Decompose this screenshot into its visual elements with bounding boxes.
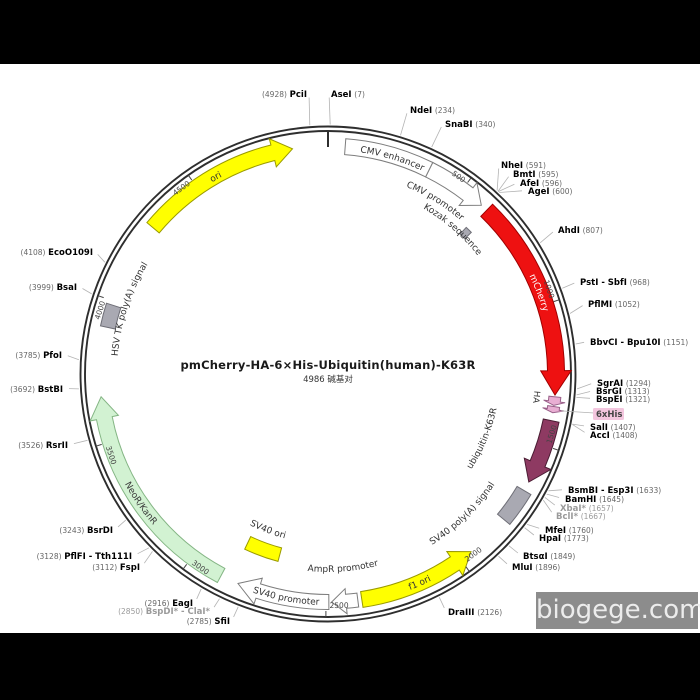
feature-hsv-tk-poly-a-signal: HSV TK poly(A) signal	[99, 261, 150, 357]
svg-text:MluI (1896): MluI (1896)	[512, 563, 560, 573]
feature-6xhis	[542, 405, 564, 414]
site-ecoo109i: (4108) EcoO109I	[21, 248, 106, 263]
feature-label-ha: HA	[530, 390, 541, 404]
svg-text:(3128) PflFI - Tth111I: (3128) PflFI - Tth111I	[37, 552, 132, 562]
svg-text:PflMI (1052): PflMI (1052)	[588, 300, 640, 310]
svg-text:(3243) BsrDI: (3243) BsrDI	[59, 526, 113, 536]
svg-text:(3999) BsaI: (3999) BsaI	[29, 283, 77, 293]
site-pfoi: (3785) PfoI	[15, 351, 80, 361]
site-pflfi-tth111i: (3128) PflFI - Tth111I	[37, 547, 150, 562]
svg-text:BtsαI (1849): BtsαI (1849)	[523, 552, 575, 562]
feature-mcherry: mCherry	[480, 203, 573, 397]
site-draiii: DraIII (2126)	[438, 597, 502, 618]
tick-label-2500: 2500	[329, 601, 348, 610]
site-mlui: MluI (1896)	[498, 555, 560, 573]
site-snabi: SnaBI (340)	[431, 120, 496, 148]
svg-text:AseI (7): AseI (7)	[331, 90, 365, 100]
site-bts-i: BtsαI (1849)	[508, 545, 575, 562]
site-bstbi: (3692) BstBI	[10, 385, 79, 395]
site-bcli: BclI* (1667)	[542, 499, 606, 522]
svg-text:AfeI (596): AfeI (596)	[520, 179, 562, 189]
site-bsmbi-esp3i: BsmBI - Esp3I (1633)	[548, 486, 661, 496]
site-ndei: NdeI (234)	[400, 106, 455, 136]
svg-text:SalI (1407): SalI (1407)	[590, 423, 636, 433]
svg-text:SnaBI (340): SnaBI (340)	[445, 120, 496, 130]
feature-label-ubiquitin-k63r: ubiquitin-K63R	[465, 407, 499, 471]
site-eagi: (2916) EagI	[145, 588, 202, 609]
feature-sv40-ori: SV40 ori	[244, 519, 287, 563]
site-bsai: (3999) BsaI	[29, 283, 92, 295]
site-afei: AfeI (596)	[498, 179, 562, 192]
svg-text:BspEI (1321): BspEI (1321)	[596, 395, 650, 405]
feature-f1-ori: f1 ori	[360, 550, 472, 608]
svg-text:DraIII (2126): DraIII (2126)	[448, 608, 502, 618]
svg-text:(2850) BspDI* - ClaI*: (2850) BspDI* - ClaI*	[118, 607, 210, 617]
bottom-black-bar	[0, 633, 700, 700]
watermark-logo: biogege.com	[536, 592, 700, 629]
svg-text:BmtI (595): BmtI (595)	[513, 170, 559, 180]
svg-text:(2785) SfiI: (2785) SfiI	[187, 617, 230, 627]
site-xbai: XbaI* (1657)	[544, 497, 614, 514]
site-mfei: MfeI (1760)	[526, 524, 594, 536]
site-bspdi-clai: (2850) BspDI* - ClaI*	[118, 598, 220, 617]
his-tag-label: 6xHis	[561, 408, 624, 420]
feature-label-ampr-promoter: AmpR promoter	[307, 559, 379, 575]
svg-text:MfeI (1760): MfeI (1760)	[545, 526, 594, 536]
svg-text:(3692) BstBI: (3692) BstBI	[10, 385, 63, 395]
svg-text:6xHis: 6xHis	[596, 410, 622, 420]
svg-text:XbaI* (1657): XbaI* (1657)	[560, 504, 614, 514]
site-bspei: BspEI (1321)	[576, 395, 650, 405]
site-bamhi: BamHI (1645)	[546, 493, 624, 505]
svg-text:BbvCI - Bpu10I (1151): BbvCI - Bpu10I (1151)	[590, 338, 688, 348]
tick-label-2000: 2000	[463, 545, 484, 564]
site-asei: AseI (7)	[328, 90, 365, 125]
top-black-bar	[0, 0, 700, 64]
svg-text:(3785) PfoI: (3785) PfoI	[15, 351, 62, 361]
site-nhei: NheI (591)	[496, 161, 546, 191]
site-acci: AccI (1408)	[572, 424, 638, 441]
feature-ori: ori	[146, 137, 294, 234]
svg-text:BamHI (1645): BamHI (1645)	[565, 495, 624, 505]
site-sfii: (2785) SfiI	[187, 606, 239, 627]
svg-text:HpaI (1773): HpaI (1773)	[539, 534, 589, 544]
svg-text:(4928) PciI: (4928) PciI	[262, 90, 307, 100]
plasmid-backbone	[79, 125, 577, 623]
svg-text:AccI (1408): AccI (1408)	[590, 431, 638, 441]
site-fspi: (3112) FspI	[92, 551, 153, 573]
svg-text:AgeI (600): AgeI (600)	[528, 187, 573, 197]
svg-text:BsrGI (1313): BsrGI (1313)	[596, 387, 650, 397]
svg-text:(3112) FspI: (3112) FspI	[92, 563, 140, 573]
site-ahdi: AhdI (807)	[539, 226, 603, 244]
svg-text:(4108) EcoO109I: (4108) EcoO109I	[21, 248, 93, 258]
svg-text:BclI* (1667): BclI* (1667)	[556, 512, 606, 522]
svg-text:NheI (591): NheI (591)	[501, 161, 546, 171]
site-psti-sbfi: PstI - SbfI (968)	[562, 278, 650, 289]
svg-text:(2916) EagI: (2916) EagI	[145, 599, 193, 609]
site-sali: SalI (1407)	[572, 423, 636, 433]
site-hpai: HpaI (1773)	[524, 527, 589, 544]
site-rsrii: (3526) RsrII	[18, 439, 88, 451]
site-bsrgi: BsrGI (1313)	[576, 387, 650, 397]
feature-kozak-sequence: Kozak sequence	[422, 202, 484, 258]
site-pflmi: PflMI (1052)	[569, 300, 640, 314]
svg-text:(3526) RsrII: (3526) RsrII	[18, 441, 68, 451]
svg-text:BsmBI - Esp3I (1633): BsmBI - Esp3I (1633)	[568, 486, 661, 496]
feature-label-sv40-poly-a-signal: SV40 poly(A) signal	[428, 480, 497, 547]
svg-text:PstI - SbfI (968): PstI - SbfI (968)	[580, 278, 650, 288]
site-bbvci-bpu10i: BbvCI - Bpu10I (1151)	[575, 338, 688, 348]
svg-text:AhdI (807): AhdI (807)	[558, 226, 603, 236]
site-bmti: BmtI (595)	[497, 170, 559, 192]
site-bsrdi: (3243) BsrDI	[59, 519, 127, 536]
svg-text:NdeI (234): NdeI (234)	[410, 106, 455, 116]
feature-ha: HA	[530, 390, 566, 406]
site-pcii: (4928) PciI	[262, 90, 311, 126]
svg-text:SgrAI (1294): SgrAI (1294)	[597, 379, 651, 389]
site-sgrai: SgrAI (1294)	[576, 379, 651, 390]
site-agei: AgeI (600)	[499, 187, 573, 197]
